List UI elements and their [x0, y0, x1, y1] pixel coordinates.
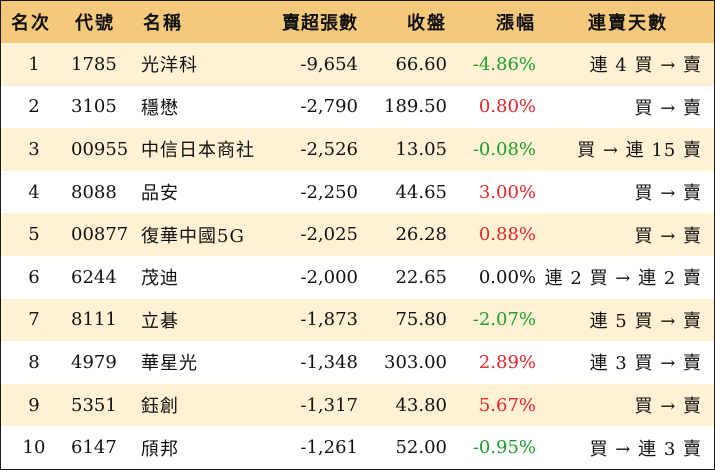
net-sell-cell: -2,250: [300, 181, 358, 203]
table-row: 5 00877 復華中國5G -2,025 26.28 0.88% 買 → 賣: [1, 213, 714, 256]
change-cell: 3.00%: [478, 181, 536, 203]
close-cell: 22.65: [395, 266, 447, 288]
header-net-sell: 賣超張數: [282, 13, 358, 34]
code-cell: 4979: [71, 351, 117, 373]
streak-cell: 買 → 賣: [634, 97, 702, 119]
net-sell-cell: -1,348: [300, 351, 358, 373]
streak-cell: 買 → 連 15 賣: [577, 140, 702, 162]
change-cell: -2.07%: [472, 309, 536, 331]
net-sell-cell: -1,873: [300, 309, 358, 331]
code-cell: 1785: [71, 53, 117, 75]
header-code: 代號: [75, 13, 115, 34]
rank-cell: 10: [22, 437, 46, 459]
net-sell-cell: -1,317: [300, 394, 358, 416]
rank-cell: 8: [28, 351, 40, 373]
table-row: 9 5351 鈺創 -1,317 43.80 5.67% 買 → 賣: [1, 383, 714, 427]
close-cell: 66.60: [395, 53, 447, 75]
change-cell: -0.95%: [472, 437, 536, 459]
streak-cell: 連 3 買 → 賣: [589, 353, 702, 375]
header-rank: 名次: [11, 13, 51, 34]
streak-cell: 連 2 買 → 連 2 賣: [544, 268, 702, 290]
code-cell: 00955: [71, 138, 129, 160]
rank-cell: 5: [28, 224, 40, 246]
code-cell: 3105: [71, 96, 117, 118]
name-cell: 光洋科: [141, 55, 198, 77]
name-cell: 鈺創: [141, 396, 179, 418]
header-close: 收盤: [407, 13, 447, 34]
code-cell: 6244: [71, 266, 117, 288]
code-cell: 6147: [71, 437, 117, 459]
close-cell: 44.65: [395, 181, 447, 203]
code-cell: 00877: [71, 224, 129, 246]
header-name: 名稱: [143, 13, 183, 34]
name-cell: 復華中國5G: [141, 225, 245, 247]
streak-cell: 買 → 賣: [634, 183, 702, 205]
code-cell: 5351: [71, 394, 117, 416]
name-cell: 穩懋: [141, 97, 179, 119]
code-cell: 8088: [71, 181, 117, 203]
name-cell: 華星光: [141, 353, 198, 375]
table-row: 3 00955 中信日本商社 -2,526 13.05 -0.08% 買 → 連…: [1, 128, 714, 171]
streak-cell: 買 → 賣: [634, 225, 702, 247]
table-row: 8 4979 華星光 -1,348 303.00 2.89% 連 3 買 → 賣: [1, 341, 714, 384]
streak-cell: 連 5 買 → 賣: [589, 310, 702, 332]
table-row: 2 3105 穩懋 -2,790 189.50 0.80% 買 → 賣: [1, 85, 714, 129]
rank-cell: 6: [28, 266, 40, 288]
name-cell: 茂迪: [141, 268, 179, 290]
code-cell: 8111: [71, 309, 117, 331]
close-cell: 75.80: [395, 309, 447, 331]
change-cell: -4.86%: [472, 53, 536, 75]
rank-cell: 9: [28, 394, 40, 416]
rank-cell: 7: [28, 309, 40, 331]
streak-cell: 買 → 連 3 賣: [589, 438, 702, 460]
header-change: 漲幅: [496, 13, 536, 34]
close-cell: 26.28: [395, 224, 447, 246]
table-row: 10 6147 頎邦 -1,261 52.00 -0.95% 買 → 連 3 賣: [1, 426, 714, 469]
rank-cell: 1: [28, 53, 40, 75]
name-cell: 中信日本商社: [141, 140, 255, 162]
name-cell: 頎邦: [141, 438, 179, 460]
table-row: 7 8111 立碁 -1,873 75.80 -2.07% 連 5 買 → 賣: [1, 298, 714, 342]
change-cell: 0.80%: [478, 96, 536, 118]
header-streak: 連賣天數: [588, 13, 668, 34]
table-row: 4 8088 品安 -2,250 44.65 3.00% 買 → 賣: [1, 170, 714, 214]
change-cell: 5.67%: [478, 394, 536, 416]
rank-cell: 3: [28, 138, 40, 160]
net-sell-cell: -2,526: [300, 138, 358, 160]
close-cell: 303.00: [384, 351, 447, 373]
table-row: 6 6244 茂迪 -2,000 22.65 0.00% 連 2 買 → 連 2…: [1, 255, 714, 299]
table-header: 名次 代號 名稱 賣超張數 收盤 漲幅 連賣天數: [1, 1, 714, 43]
net-sell-cell: -2,790: [300, 96, 358, 118]
streak-cell: 買 → 賣: [634, 396, 702, 418]
close-cell: 189.50: [384, 96, 447, 118]
name-cell: 立碁: [141, 310, 179, 332]
change-cell: 2.89%: [478, 351, 536, 373]
net-sell-cell: -9,654: [300, 53, 358, 75]
net-sell-cell: -1,261: [300, 437, 358, 459]
table-row: 1 1785 光洋科 -9,654 66.60 -4.86% 連 4 買 → 賣: [1, 43, 714, 86]
rank-cell: 4: [28, 181, 40, 203]
close-cell: 52.00: [395, 437, 447, 459]
name-cell: 品安: [141, 183, 179, 205]
change-cell: 0.00%: [478, 266, 536, 288]
close-cell: 13.05: [395, 138, 447, 160]
streak-cell: 連 4 買 → 賣: [589, 55, 702, 77]
net-sell-cell: -2,000: [300, 266, 358, 288]
rank-cell: 2: [28, 96, 40, 118]
change-cell: 0.88%: [478, 224, 536, 246]
change-cell: -0.08%: [472, 138, 536, 160]
close-cell: 43.80: [395, 394, 447, 416]
net-sell-cell: -2,025: [300, 224, 358, 246]
